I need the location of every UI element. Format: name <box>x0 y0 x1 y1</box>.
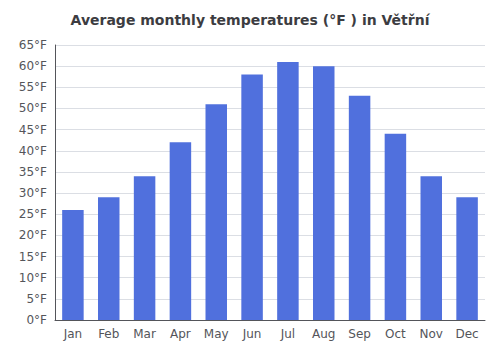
svg-text:Nov: Nov <box>420 327 443 341</box>
svg-text:Mar: Mar <box>133 327 156 341</box>
svg-text:Jul: Jul <box>280 327 295 341</box>
svg-text:65°F: 65°F <box>19 38 47 52</box>
svg-text:May: May <box>204 327 229 341</box>
svg-text:0°F: 0°F <box>26 313 47 327</box>
svg-text:Jun: Jun <box>242 327 262 341</box>
svg-text:55°F: 55°F <box>19 80 47 94</box>
svg-text:50°F: 50°F <box>19 101 47 115</box>
svg-text:20°F: 20°F <box>19 228 47 242</box>
svg-text:45°F: 45°F <box>19 123 47 137</box>
svg-text:25°F: 25°F <box>19 207 47 221</box>
svg-text:Sep: Sep <box>348 327 371 341</box>
svg-text:Dec: Dec <box>455 327 478 341</box>
svg-text:30°F: 30°F <box>19 186 47 200</box>
svg-text:Oct: Oct <box>385 327 406 341</box>
svg-text:40°F: 40°F <box>19 144 47 158</box>
svg-text:10°F: 10°F <box>19 271 47 285</box>
svg-text:5°F: 5°F <box>26 292 47 306</box>
svg-text:Jan: Jan <box>63 327 83 341</box>
svg-text:Average monthly temperatures (: Average monthly temperatures (°F ) in Vě… <box>71 12 431 28</box>
svg-text:35°F: 35°F <box>19 165 47 179</box>
svg-text:Aug: Aug <box>312 327 335 341</box>
svg-text:60°F: 60°F <box>19 59 47 73</box>
svg-text:Feb: Feb <box>98 327 119 341</box>
svg-text:Apr: Apr <box>170 327 191 341</box>
svg-text:15°F: 15°F <box>19 250 47 264</box>
